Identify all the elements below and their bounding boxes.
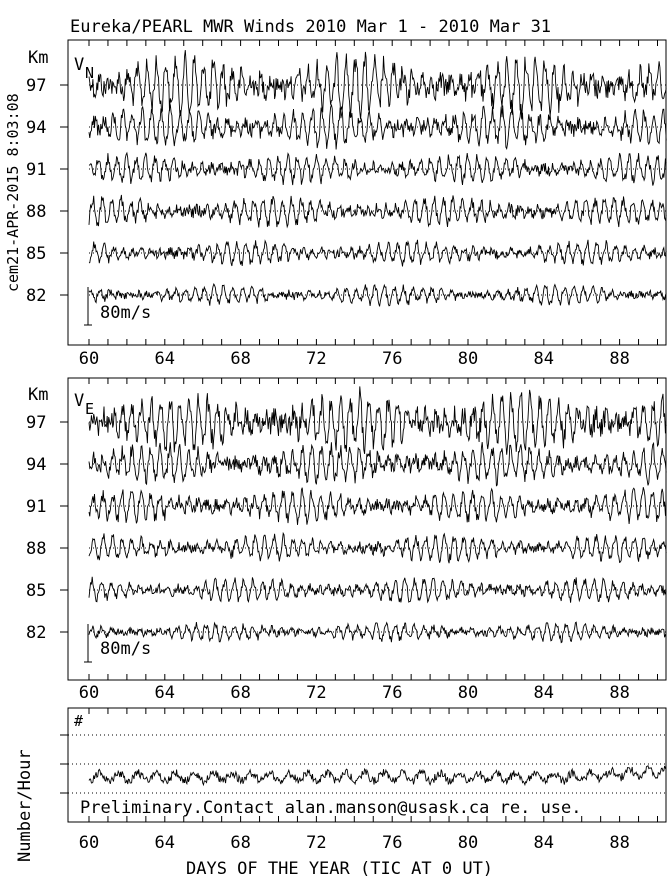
ve-wind-trace-91km bbox=[88, 487, 667, 525]
vn-x-tick-label-72: 72 bbox=[306, 349, 326, 369]
ve-scale-label: 80m/s bbox=[100, 639, 151, 659]
vn-wind-trace-82km bbox=[88, 283, 667, 307]
vn-x-tick-label-88: 88 bbox=[609, 349, 629, 369]
vn-x-tick-label-68: 68 bbox=[230, 349, 250, 369]
vn-wind-trace-91km bbox=[88, 151, 667, 186]
count-x-tick-label-84: 84 bbox=[534, 833, 554, 853]
y-axis-label-count: Number/Hour bbox=[15, 749, 35, 862]
vn-x-tick-label-84: 84 bbox=[534, 349, 554, 369]
vn-scale-label: 80m/s bbox=[100, 303, 151, 323]
ve-x-tick-label-76: 76 bbox=[382, 683, 402, 703]
ve-wind-trace-97km bbox=[88, 386, 667, 455]
ve-x-tick-label-68: 68 bbox=[230, 683, 250, 703]
ve-x-tick-label-80: 80 bbox=[458, 683, 478, 703]
vn-height-label-91: 91 bbox=[26, 160, 46, 180]
ve-panel-subscript: E bbox=[85, 400, 94, 418]
ve-height-label-97: 97 bbox=[26, 413, 46, 433]
ve-x-tick-label-84: 84 bbox=[534, 683, 554, 703]
ve-height-label-85: 85 bbox=[26, 581, 46, 601]
vn-x-tick-label-76: 76 bbox=[382, 349, 402, 369]
ve-panel-label: V bbox=[74, 391, 84, 411]
vn-panel-label: V bbox=[74, 55, 84, 75]
count-x-tick-label-68: 68 bbox=[230, 833, 250, 853]
ve-x-tick-label-72: 72 bbox=[306, 683, 326, 703]
count-plot: 60 64 68 72 76 80 84 88 bbox=[60, 708, 667, 853]
count-x-tick-label-60: 60 bbox=[79, 833, 99, 853]
usage-note: Preliminary.Contact alan.manson@usask.ca… bbox=[80, 798, 582, 818]
count-panel-frame bbox=[67, 707, 667, 823]
ve-height-label-91: 91 bbox=[26, 497, 46, 517]
vn-wind-trace-88km bbox=[88, 194, 667, 229]
ve-height-label-88: 88 bbox=[26, 539, 46, 559]
ve-wind-trace-94km bbox=[88, 441, 667, 487]
vn-plot: 60 64 68 72 76 80 84 88 97 94 91 88 85 82 bbox=[26, 40, 667, 369]
vn-height-label-97: 97 bbox=[26, 76, 46, 96]
count-x-tick-label-80: 80 bbox=[458, 833, 478, 853]
x-axis-label: DAYS OF THE YEAR (TIC AT 0 UT) bbox=[186, 859, 493, 877]
ve-x-tick-label-88: 88 bbox=[609, 683, 629, 703]
run-timestamp: cem21-APR-2015 8:03:08 bbox=[4, 93, 22, 292]
ve-height-label-82: 82 bbox=[26, 623, 46, 643]
ve-height-label-94: 94 bbox=[26, 455, 46, 475]
vn-height-label-82: 82 bbox=[26, 286, 46, 306]
count-x-tick-label-72: 72 bbox=[306, 833, 326, 853]
count-panel-label: # bbox=[74, 712, 83, 730]
vn-panel-frame bbox=[67, 39, 667, 346]
count-x-tick-label-88: 88 bbox=[609, 833, 629, 853]
ve-x-tick-label-60: 60 bbox=[79, 683, 99, 703]
ve-wind-trace-88km bbox=[88, 531, 667, 564]
vn-wind-trace-85km bbox=[88, 239, 667, 267]
chart-title: Eureka/PEARL MWR Winds 2010 Mar 1 - 2010… bbox=[70, 17, 551, 37]
vn-panel-subscript: N bbox=[85, 64, 94, 82]
ve-km-label: Km bbox=[28, 385, 48, 405]
vn-km-label: Km bbox=[28, 48, 48, 68]
ve-wind-trace-82km bbox=[88, 621, 667, 644]
vn-x-tick-label-60: 60 bbox=[79, 349, 99, 369]
ve-panel-frame bbox=[67, 377, 667, 681]
vn-wind-trace-97km bbox=[88, 50, 667, 120]
vn-x-tick-label-64: 64 bbox=[155, 349, 175, 369]
count-trace bbox=[88, 764, 667, 787]
count-x-tick-label-76: 76 bbox=[382, 833, 402, 853]
count-x-tick-label-64: 64 bbox=[155, 833, 175, 853]
ve-x-tick-label-64: 64 bbox=[155, 683, 175, 703]
ve-wind-trace-85km bbox=[88, 576, 667, 604]
ve-plot: 60 64 68 72 76 80 84 88 97 94 91 88 85 82 bbox=[26, 378, 667, 703]
vn-x-tick-label-80: 80 bbox=[458, 349, 478, 369]
vn-wind-trace-94km bbox=[88, 104, 667, 150]
vn-height-label-88: 88 bbox=[26, 202, 46, 222]
vn-height-label-85: 85 bbox=[26, 244, 46, 264]
vn-height-label-94: 94 bbox=[26, 118, 46, 138]
